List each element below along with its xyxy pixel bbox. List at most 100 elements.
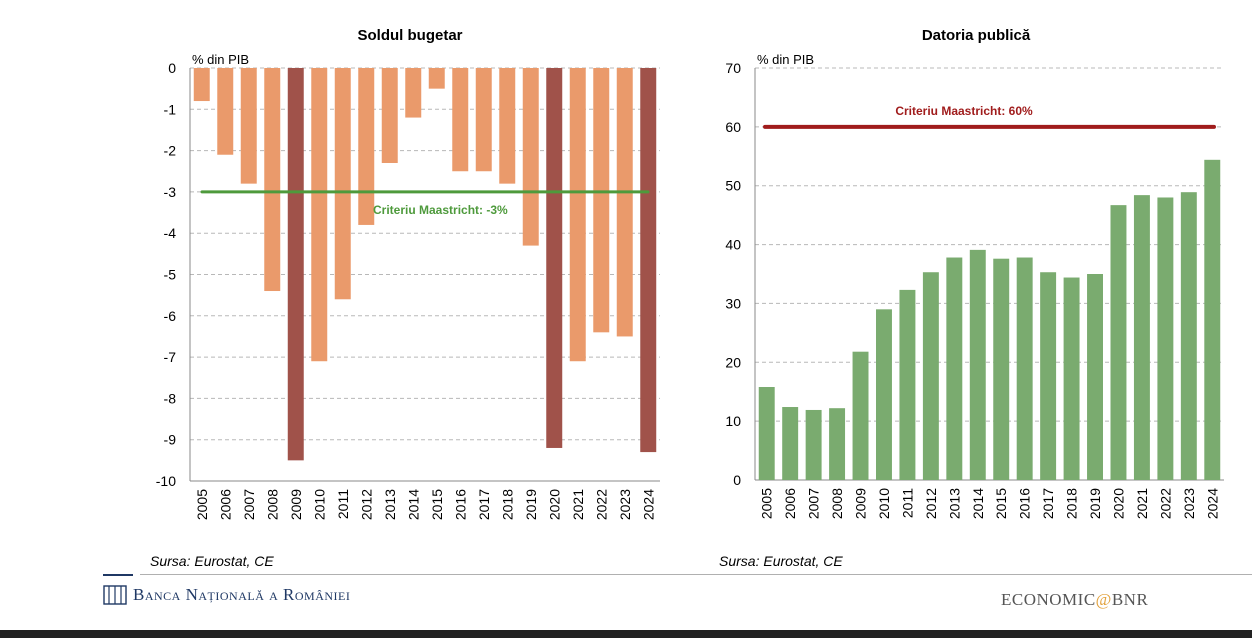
x-tick-label: 2010 — [876, 488, 892, 519]
x-tick-label: 2021 — [1134, 488, 1150, 519]
x-tick-label: 2006 — [217, 489, 233, 520]
x-tick-label: 2012 — [358, 489, 374, 520]
x-tick-label: 2011 — [335, 489, 351, 519]
x-tick-label: 2010 — [311, 489, 327, 520]
y-tick-label: -1 — [164, 101, 177, 117]
x-tick-label: 2017 — [1040, 488, 1056, 519]
y-tick-label: -7 — [164, 349, 177, 365]
bar-2011 — [899, 289, 916, 480]
bar-2018 — [499, 68, 516, 184]
bottom-bar — [0, 630, 1252, 638]
bar-2015 — [993, 258, 1010, 480]
bar-2016 — [1016, 257, 1033, 480]
x-tick-label: 2019 — [1087, 488, 1103, 519]
bars — [193, 68, 657, 461]
x-tick-label: 2009 — [288, 489, 304, 520]
x-tick-label: 2009 — [853, 488, 869, 519]
bar-2021 — [569, 68, 586, 362]
x-tick-label: 2021 — [570, 489, 586, 520]
bar-2024 — [640, 68, 657, 453]
x-tick-label: 2005 — [759, 488, 775, 519]
footer-divider — [140, 574, 1252, 575]
bar-2007 — [240, 68, 257, 184]
bar-2008 — [829, 408, 846, 480]
x-tick-label: 2013 — [946, 488, 962, 519]
bar-2020 — [546, 68, 563, 448]
x-tick-label: 2012 — [923, 488, 939, 519]
bar-2020 — [1110, 205, 1127, 480]
x-tick-label: 2019 — [523, 489, 539, 520]
bnr-name: Banca Națională a României — [133, 585, 351, 604]
bar-2022 — [593, 68, 610, 333]
bar-2007 — [805, 409, 822, 480]
y-unit-label: % din PIB — [757, 52, 814, 67]
source-note-right: Sursa: Eurostat, CE — [719, 553, 843, 569]
bar-2019 — [1087, 274, 1103, 480]
x-tick-label: 2008 — [829, 488, 845, 519]
economic-bnr-logo: ECONOMIC@BNR — [1001, 590, 1148, 610]
chart-title: Datoria publică — [922, 27, 1031, 44]
y-tick-label: 70 — [725, 60, 741, 76]
y-tick-label: 30 — [725, 295, 741, 311]
y-unit-label: % din PIB — [192, 52, 249, 67]
y-tick-label: -4 — [164, 225, 177, 241]
x-tick-label: 2013 — [382, 489, 398, 520]
x-tick-label: 2020 — [1110, 488, 1126, 519]
reference-line-label: Criteriu Maastricht: -3% — [373, 203, 508, 217]
bar-2023 — [1180, 192, 1197, 480]
bar-2005 — [193, 68, 210, 102]
public-debt-chart: Datoria publică % din PIB 0 10 20 30 40 50 60 7… — [725, 27, 1224, 519]
bar-2010 — [876, 309, 892, 480]
x-tick-label: 2015 — [429, 489, 445, 520]
y-tick-label: 60 — [725, 119, 741, 135]
x-tick-label: 2022 — [593, 489, 609, 520]
footer-divider-accent — [103, 574, 133, 576]
bar-2006 — [782, 407, 799, 480]
x-tick-label: 2018 — [499, 489, 515, 520]
y-tick-labels: 0 -1 -2 -3 -4 -5 -6 -7 -8 -9 -10 — [156, 60, 176, 489]
y-tick-label: 0 — [168, 60, 176, 76]
bar-2006 — [217, 68, 234, 155]
bar-2013 — [381, 68, 398, 163]
bar-2018 — [1063, 277, 1080, 480]
bar-2014 — [405, 68, 422, 118]
x-tick-label: 2005 — [194, 489, 210, 520]
bar-2017 — [1040, 272, 1057, 480]
bar-2024 — [1204, 159, 1221, 480]
bar-2017 — [475, 68, 492, 172]
x-tick-label: 2023 — [1181, 488, 1197, 519]
x-tick-label: 2024 — [640, 489, 656, 520]
bar-2019 — [522, 68, 539, 246]
bar-2016 — [452, 68, 469, 172]
reference-line-label: Criteriu Maastricht: 60% — [895, 104, 1033, 118]
x-tick-label: 2007 — [241, 489, 257, 520]
budget-balance-chart: Soldul bugetar % din PIB 0 -1 -2 -3 -4 -5 -6 -7… — [156, 27, 660, 520]
bar-2015 — [428, 68, 445, 89]
y-tick-label: 10 — [725, 413, 741, 429]
bar-2011 — [334, 68, 351, 300]
bar-2009 — [287, 68, 304, 461]
bar-2014 — [969, 249, 986, 480]
chart-title: Soldul bugetar — [358, 27, 463, 44]
y-tick-label: -6 — [164, 308, 177, 324]
source-note-left: Sursa: Eurostat, CE — [150, 553, 274, 569]
y-tick-labels: 0 10 20 30 40 50 60 70 — [725, 60, 741, 488]
x-tick-labels: 2005 2006 2007 2008 2009 2010 2011 2012 2013 2014… — [194, 489, 657, 520]
x-tick-label: 2020 — [546, 489, 562, 520]
economic-prefix: ECONOMIC — [1001, 590, 1096, 609]
y-tick-label: -10 — [156, 473, 176, 489]
economic-at: @ — [1095, 590, 1112, 609]
bar-2012 — [358, 68, 375, 225]
bars — [758, 159, 1221, 481]
x-tick-label: 2024 — [1204, 488, 1220, 519]
x-tick-label: 2016 — [452, 489, 468, 520]
y-tick-label: 0 — [733, 472, 741, 488]
x-tick-label: 2007 — [806, 488, 822, 519]
x-tick-label: 2015 — [993, 488, 1009, 519]
bnr-logo: Banca Națională a României — [103, 584, 350, 606]
x-tick-label: 2016 — [1017, 488, 1033, 519]
bar-2005 — [758, 387, 775, 480]
y-tick-label: -9 — [164, 432, 177, 448]
gridlines — [189, 67, 660, 482]
